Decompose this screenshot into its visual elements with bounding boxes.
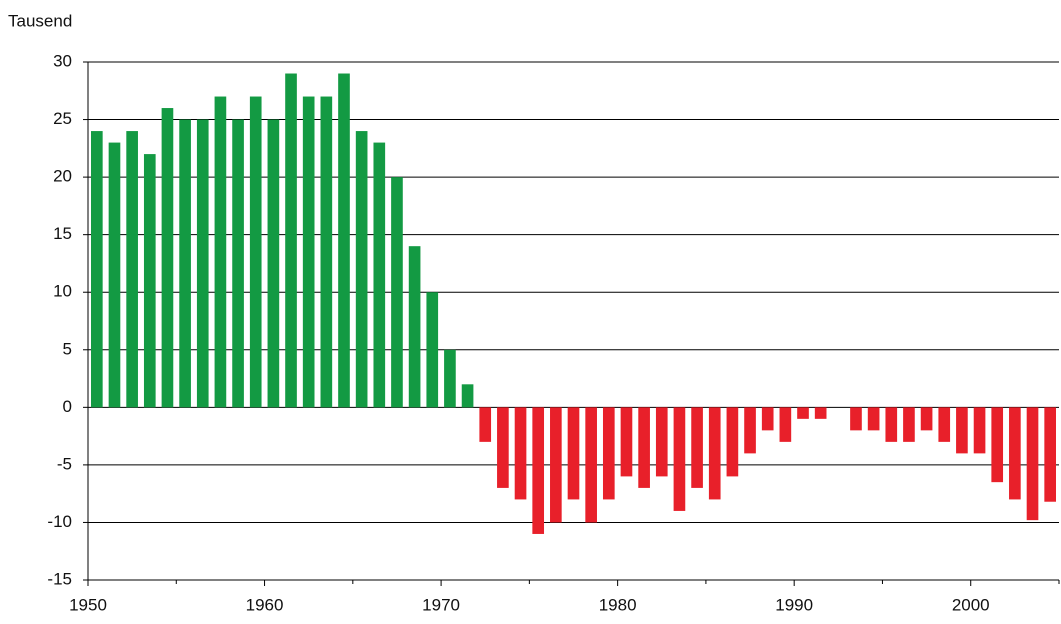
y-tick-label: 0 (63, 397, 72, 416)
y-tick-label: 10 (53, 282, 72, 301)
bar (744, 407, 756, 454)
bar (814, 407, 827, 419)
bar (338, 73, 350, 408)
bar (91, 131, 103, 408)
bar (903, 407, 915, 442)
x-tick-label: 1960 (246, 595, 284, 614)
bar (479, 407, 492, 442)
bar (867, 407, 880, 431)
bar (691, 407, 703, 488)
bar (620, 407, 633, 477)
bar (567, 407, 580, 500)
y-tick-label: 20 (53, 167, 72, 186)
bar (232, 119, 244, 408)
bar (408, 246, 421, 408)
bar (426, 292, 439, 408)
bar (302, 96, 315, 408)
bar (391, 177, 403, 408)
bar (161, 108, 174, 408)
bar (885, 407, 898, 442)
y-tick-label: -5 (57, 454, 72, 473)
bar (956, 407, 968, 454)
y-axis-label: Tausend (8, 11, 72, 30)
bar (373, 142, 386, 408)
x-tick-label: 1980 (599, 595, 637, 614)
y-tick-label: 25 (53, 109, 72, 128)
bar (143, 154, 156, 408)
x-tick-label: 2000 (952, 595, 990, 614)
bar (779, 407, 792, 442)
bar (444, 349, 456, 408)
x-tick-label: 1990 (775, 595, 813, 614)
bar (655, 407, 668, 477)
bar (708, 407, 721, 500)
bar (126, 131, 138, 408)
bar (285, 73, 297, 408)
bar (991, 407, 1004, 483)
bar (249, 96, 262, 408)
y-tick-label: 15 (53, 224, 72, 243)
bar (797, 407, 809, 419)
bar (1009, 407, 1021, 500)
bar (532, 407, 545, 534)
bar (1026, 407, 1039, 521)
bar (108, 142, 121, 408)
bar (585, 407, 597, 523)
bar (497, 407, 509, 488)
bar (602, 407, 615, 500)
bar (673, 407, 686, 511)
bar (1044, 407, 1056, 502)
bar (550, 407, 562, 523)
bar (761, 407, 774, 431)
x-tick-label: 1950 (69, 595, 107, 614)
bar (179, 119, 191, 408)
bar (638, 407, 650, 488)
y-tick-label: -15 (47, 569, 72, 588)
bar (461, 384, 474, 408)
y-tick-label: 5 (63, 339, 72, 358)
y-tick-label: -10 (47, 512, 72, 531)
y-tick-label: 30 (53, 51, 72, 70)
bar (920, 407, 933, 431)
bar (850, 407, 862, 431)
bar (267, 119, 280, 408)
bar (196, 119, 209, 408)
bar (355, 131, 368, 408)
bar (726, 407, 739, 477)
bar (214, 96, 227, 408)
bar (514, 407, 527, 500)
bar (938, 407, 951, 442)
bar (320, 96, 333, 408)
x-tick-label: 1970 (422, 595, 460, 614)
bar (973, 407, 986, 454)
